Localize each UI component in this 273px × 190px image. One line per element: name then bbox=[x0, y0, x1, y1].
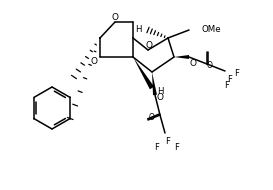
Text: H: H bbox=[135, 25, 142, 33]
Text: F: F bbox=[228, 74, 232, 83]
Text: H: H bbox=[157, 86, 164, 96]
Polygon shape bbox=[133, 57, 154, 89]
Text: F: F bbox=[174, 142, 179, 151]
Text: O: O bbox=[207, 62, 213, 70]
Text: O: O bbox=[146, 40, 153, 50]
Text: F: F bbox=[235, 69, 239, 78]
Text: O: O bbox=[111, 13, 118, 21]
Text: OMe: OMe bbox=[201, 25, 221, 35]
Text: F: F bbox=[165, 136, 170, 146]
Text: O: O bbox=[149, 112, 155, 121]
Text: O: O bbox=[156, 93, 164, 101]
Text: F: F bbox=[155, 142, 159, 151]
Text: O: O bbox=[91, 56, 97, 66]
Text: O: O bbox=[189, 59, 197, 69]
Polygon shape bbox=[152, 72, 157, 95]
Polygon shape bbox=[174, 55, 189, 59]
Text: F: F bbox=[225, 82, 229, 90]
